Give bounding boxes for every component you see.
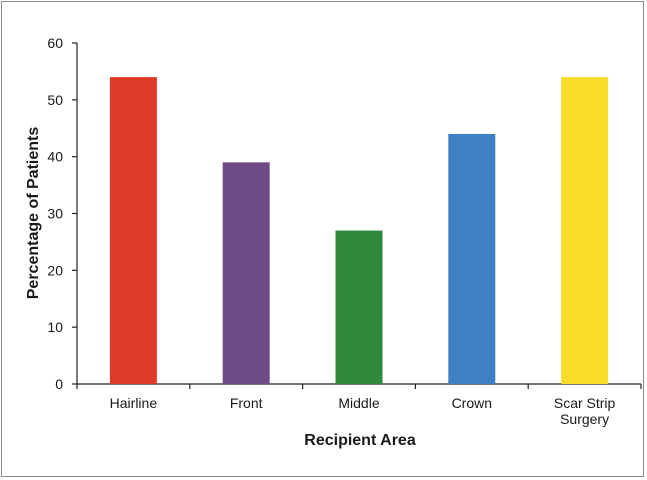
y-tick-label: 30 — [47, 206, 63, 222]
bars — [109, 77, 609, 384]
bar-front — [222, 162, 270, 384]
x-category-label: Hairline — [110, 395, 158, 411]
y-axis: 0 10 20 30 40 50 60 — [47, 35, 78, 392]
y-tick-label: 10 — [47, 319, 63, 335]
bar-middle — [335, 230, 383, 384]
y-tick-label: 0 — [55, 376, 63, 392]
y-axis-title: Percentage of Patients — [25, 127, 42, 300]
bar-hairline — [109, 77, 157, 384]
x-category-label: Middle — [338, 395, 379, 411]
x-category-label: Front — [230, 395, 263, 411]
y-tick-label: 20 — [47, 262, 63, 278]
y-tick-label: 40 — [47, 149, 63, 165]
y-tick-label: 50 — [47, 92, 63, 108]
x-category-label: Scar Strip Surgery — [554, 395, 616, 427]
x-category-label: Crown — [452, 395, 492, 411]
bar-crown — [448, 133, 496, 384]
y-tick-label: 60 — [47, 35, 63, 51]
x-axis: Hairline Front Middle Crown Scar Strip Surger… — [76, 383, 642, 427]
bar-scar-strip-surgery — [561, 77, 609, 384]
x-axis-title: Recipient Area — [304, 432, 416, 449]
